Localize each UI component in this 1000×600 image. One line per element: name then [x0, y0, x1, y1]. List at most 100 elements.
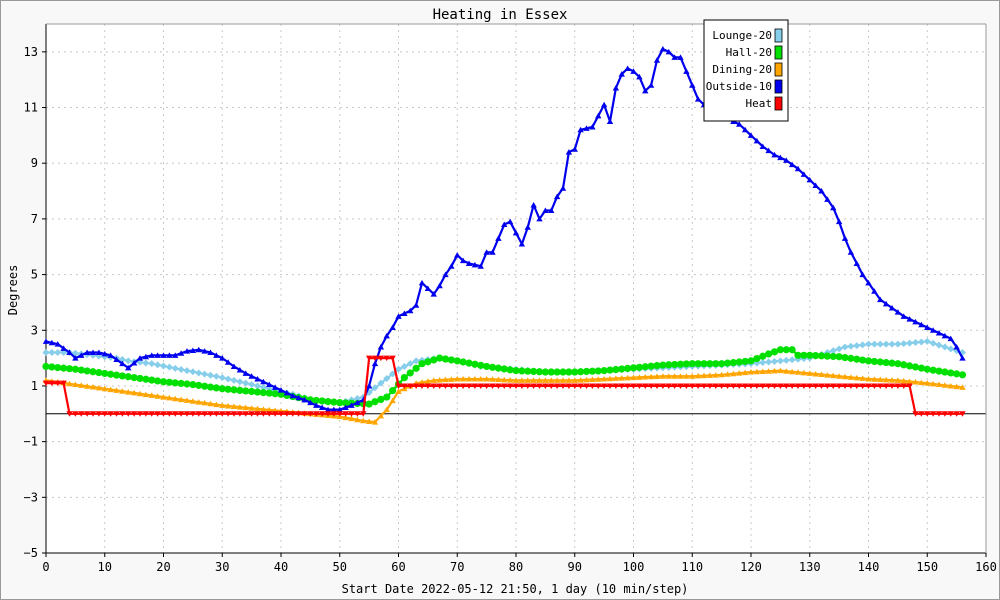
data-point-dining-20 — [436, 377, 443, 383]
data-point-dining-20 — [224, 402, 232, 409]
data-point-dining-20 — [542, 377, 549, 383]
data-point-outside-10 — [436, 282, 443, 289]
data-point-lounge-20 — [917, 338, 925, 346]
data-point-dining-20 — [354, 416, 361, 423]
data-point-dining-20 — [941, 382, 949, 388]
data-point-lounge-20 — [201, 370, 209, 378]
data-point-outside-10 — [624, 65, 631, 72]
data-point-heat — [236, 411, 244, 417]
data-point-hall-20 — [77, 366, 85, 374]
data-point-hall-20 — [829, 352, 837, 361]
data-point-heat — [201, 411, 208, 417]
data-point-dining-20 — [765, 368, 772, 374]
data-point-dining-20 — [647, 373, 655, 380]
data-point-outside-10 — [324, 406, 332, 413]
data-point-hall-20 — [342, 399, 350, 407]
data-point-heat — [577, 383, 584, 389]
data-point-hall-20 — [430, 356, 438, 364]
data-point-outside-10 — [289, 392, 296, 399]
data-point-outside-10 — [60, 345, 67, 351]
data-point-dining-20 — [636, 374, 643, 380]
data-point-dining-20 — [959, 384, 966, 390]
data-point-outside-10 — [953, 343, 960, 350]
x-tick-label: 140 — [858, 560, 880, 574]
data-point-hall-20 — [941, 368, 949, 376]
data-point-heat — [213, 411, 220, 417]
data-point-outside-10 — [736, 121, 743, 127]
data-point-heat — [606, 383, 614, 389]
data-point-hall-20 — [882, 358, 890, 367]
data-point-outside-10 — [471, 261, 479, 268]
data-point-hall-20 — [541, 368, 549, 376]
data-point-lounge-20 — [254, 382, 261, 390]
data-point-dining-20 — [900, 377, 907, 384]
data-point-lounge-20 — [160, 362, 167, 370]
data-point-heat — [636, 383, 643, 389]
data-point-dining-20 — [101, 385, 108, 392]
series-hall-20 — [42, 346, 967, 408]
data-point-hall-20 — [759, 352, 767, 360]
data-point-outside-10 — [653, 57, 661, 63]
data-point-heat — [888, 383, 896, 389]
data-point-dining-20 — [595, 376, 602, 382]
data-point-dining-20 — [677, 373, 684, 379]
data-point-heat — [877, 383, 884, 389]
data-point-hall-20 — [735, 358, 743, 366]
data-point-heat — [489, 383, 496, 389]
data-point-dining-20 — [871, 376, 878, 382]
data-point-lounge-20 — [230, 376, 238, 384]
data-point-heat — [536, 383, 543, 389]
x-tick-label: 150 — [916, 560, 938, 574]
data-point-outside-10 — [788, 161, 796, 168]
y-tick-label: 1 — [31, 379, 38, 393]
data-point-heat — [671, 383, 678, 389]
data-point-dining-20 — [506, 377, 514, 383]
data-point-heat — [66, 411, 73, 417]
data-point-dining-20 — [189, 398, 197, 404]
data-point-dining-20 — [260, 406, 267, 412]
data-point-dining-20 — [812, 370, 819, 377]
y-tick-label: −5 — [24, 546, 38, 560]
data-point-heat — [853, 383, 860, 389]
data-point-dining-20 — [642, 374, 649, 380]
data-point-heat — [624, 383, 631, 389]
data-point-heat — [918, 411, 925, 417]
data-point-hall-20 — [953, 370, 961, 378]
data-point-hall-20 — [612, 365, 620, 374]
data-point-lounge-20 — [389, 370, 397, 378]
data-point-dining-20 — [424, 378, 432, 384]
data-point-heat — [724, 383, 731, 389]
data-point-outside-10 — [54, 341, 61, 347]
data-point-heat — [248, 411, 255, 417]
legend-swatch-outside-10 — [774, 79, 783, 94]
data-point-heat — [524, 383, 531, 389]
data-point-lounge-20 — [882, 340, 890, 348]
data-point-dining-20 — [818, 371, 825, 378]
data-point-lounge-20 — [183, 367, 191, 375]
data-point-heat — [330, 411, 338, 417]
data-point-hall-20 — [165, 378, 173, 386]
data-point-hall-20 — [888, 359, 896, 367]
data-point-lounge-20 — [377, 379, 385, 387]
data-point-outside-10 — [871, 288, 878, 294]
data-point-heat — [377, 355, 385, 362]
data-point-heat — [495, 383, 502, 389]
data-point-hall-20 — [418, 360, 426, 368]
data-point-dining-20 — [83, 383, 91, 389]
data-point-outside-10 — [401, 310, 408, 317]
data-point-dining-20 — [207, 400, 214, 407]
data-point-dining-20 — [465, 375, 473, 382]
data-point-dining-20 — [906, 378, 913, 384]
data-point-outside-10 — [835, 218, 843, 225]
data-point-outside-10 — [459, 257, 467, 264]
data-point-hall-20 — [189, 380, 197, 389]
data-point-lounge-20 — [224, 375, 232, 383]
data-point-dining-20 — [448, 376, 455, 382]
data-point-hall-20 — [324, 397, 332, 406]
data-point-dining-20 — [389, 397, 396, 404]
data-point-dining-20 — [483, 375, 490, 382]
data-point-outside-10 — [283, 389, 291, 396]
data-point-dining-20 — [495, 376, 502, 383]
data-point-hall-20 — [253, 388, 262, 396]
data-point-heat — [224, 411, 232, 417]
